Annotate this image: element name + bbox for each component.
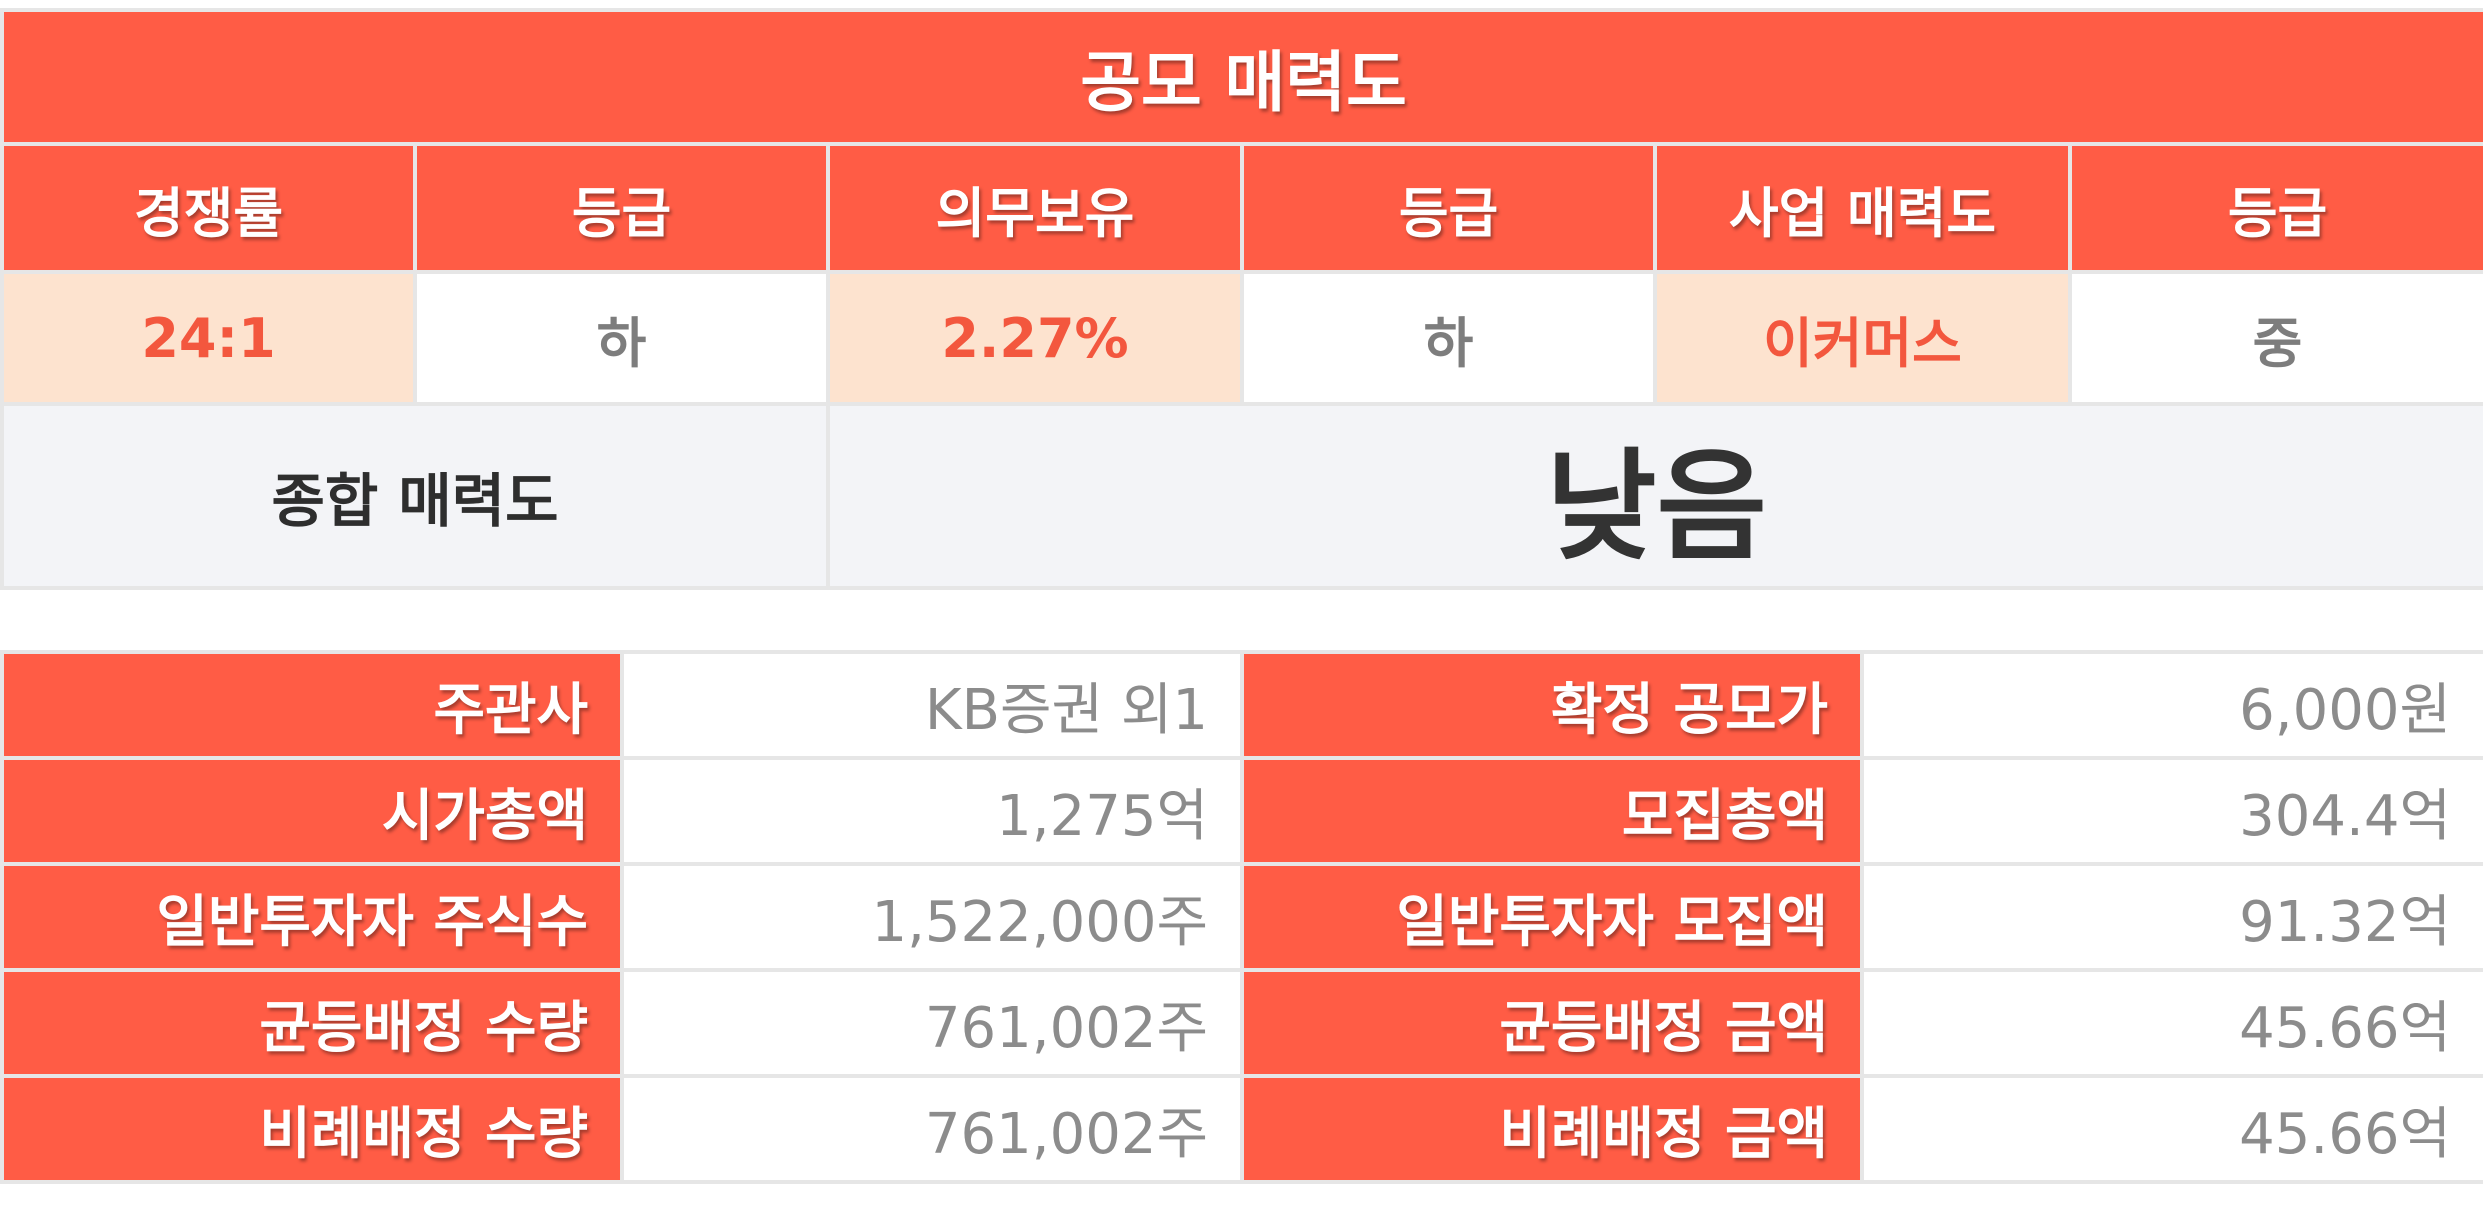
overall-value: 낮음	[825, 402, 2483, 590]
offering-details-table: 주관사 KB증권 외1 확정 공모가 6,000원 시가총액 1,275억 모집…	[0, 650, 2483, 1184]
value-retail-amount: 91.32억	[1860, 862, 2483, 972]
label-total-offering: 모집총액	[1240, 756, 1864, 866]
header-grade-3: 등급	[2067, 142, 2483, 274]
header-grade-2: 등급	[1240, 142, 1657, 274]
table-title: 공모 매력도	[0, 8, 2483, 146]
table-row: 비례배정 수량 761,002주 비례배정 금액 45.66억	[0, 1074, 2483, 1184]
table-row: 균등배정 수량 761,002주 균등배정 금액 45.66억	[0, 968, 2483, 1078]
table-row: 주관사 KB증권 외1 확정 공모가 6,000원	[0, 650, 2483, 760]
value-market-cap: 1,275억	[620, 756, 1244, 866]
overall-label: 종합 매력도	[0, 402, 830, 590]
overall-row: 종합 매력도 낮음	[0, 402, 2483, 590]
value-total-offering: 304.4억	[1860, 756, 2483, 866]
value-row: 24:1 하 2.27% 하 이커머스 중	[0, 270, 2483, 406]
label-retail-amount: 일반투자자 모집액	[1240, 862, 1864, 972]
label-market-cap: 시가총액	[0, 756, 624, 866]
value-competition-rate: 24:1	[0, 270, 417, 406]
value-business-attractiveness: 이커머스	[1653, 270, 2072, 406]
header-competition-rate: 경쟁률	[0, 142, 417, 274]
header-row: 경쟁률 등급 의무보유 등급 사업 매력도 등급	[0, 142, 2483, 274]
value-underwriter: KB증권 외1	[620, 650, 1244, 760]
label-offer-price: 확정 공모가	[1240, 650, 1864, 760]
value-retail-shares: 1,522,000주	[620, 862, 1244, 972]
value-grade-1: 하	[413, 270, 830, 406]
value-proportional-amount: 45.66억	[1860, 1074, 2483, 1184]
label-proportional-amount: 비례배정 금액	[1240, 1074, 1864, 1184]
value-lockup: 2.27%	[826, 270, 1244, 406]
value-offer-price: 6,000원	[1860, 650, 2483, 760]
value-grade-3: 중	[2067, 270, 2483, 406]
table-row: 시가총액 1,275억 모집총액 304.4억	[0, 756, 2483, 866]
value-proportional-quantity: 761,002주	[620, 1074, 1244, 1184]
table-row: 일반투자자 주식수 1,522,000주 일반투자자 모집액 91.32억	[0, 862, 2483, 972]
header-business-attractiveness: 사업 매력도	[1653, 142, 2072, 274]
value-grade-2: 하	[1240, 270, 1657, 406]
value-equal-quantity: 761,002주	[620, 968, 1244, 1078]
header-grade-1: 등급	[413, 142, 830, 274]
offering-attractiveness-table: 공모 매력도 경쟁률 등급 의무보유 등급 사업 매력도 등급 24:1 하 2…	[0, 8, 2483, 590]
value-equal-amount: 45.66억	[1860, 968, 2483, 1078]
label-retail-shares: 일반투자자 주식수	[0, 862, 624, 972]
label-equal-quantity: 균등배정 수량	[0, 968, 624, 1078]
label-underwriter: 주관사	[0, 650, 624, 760]
label-equal-amount: 균등배정 금액	[1240, 968, 1864, 1078]
label-proportional-quantity: 비례배정 수량	[0, 1074, 624, 1184]
header-lockup: 의무보유	[826, 142, 1244, 274]
